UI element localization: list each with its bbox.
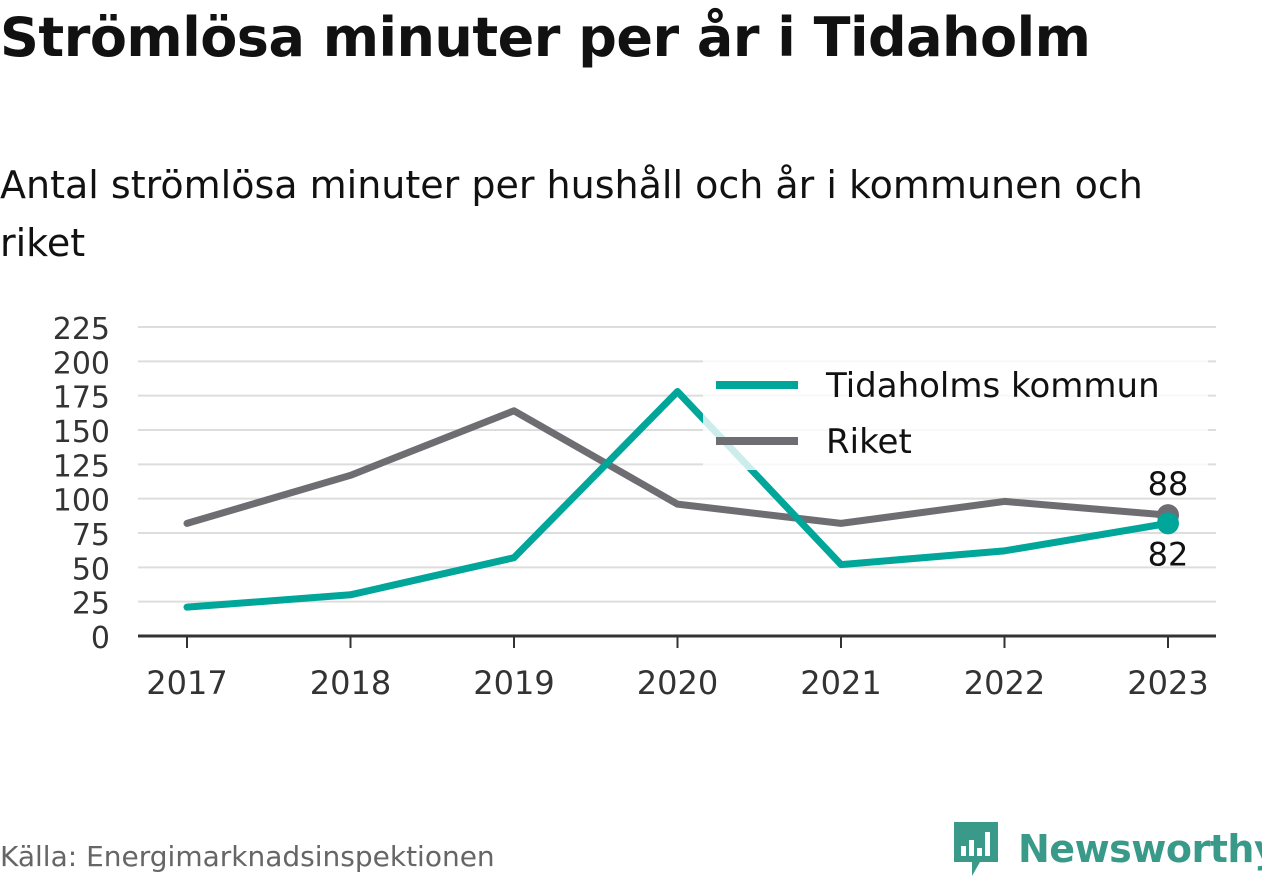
x-tick-label: 2023 (1127, 664, 1208, 702)
series-line-tidaholm (183, 388, 1172, 611)
chart-subtitle: Antal strömlösa minuter per hushåll och … (0, 163, 1143, 265)
x-tick-label: 2017 (146, 664, 227, 702)
legend: Tidaholms kommun Riket (703, 358, 1208, 470)
y-tick-label: 200 (53, 346, 110, 381)
x-axis-ticks: 2017 2018 2019 2020 2021 2022 2023 (146, 636, 1209, 702)
end-label-tidaholm: 82 (1148, 535, 1189, 573)
series-lines (183, 388, 1179, 611)
y-tick-label: 225 (53, 312, 110, 347)
legend-label: Riket (826, 422, 912, 462)
brand: Newsworthy (950, 818, 1262, 880)
grid (138, 326, 1216, 638)
x-tick-label: 2020 (637, 664, 718, 702)
end-labels: 88 82 (1148, 465, 1189, 573)
x-tick-label: 2018 (310, 664, 391, 702)
newsworthy-logo-icon (954, 822, 998, 876)
brand-name: Newsworthy (1018, 827, 1262, 871)
y-tick-label: 50 (72, 552, 110, 587)
x-tick-label: 2021 (800, 664, 881, 702)
end-point-tidaholm (1157, 512, 1179, 535)
y-tick-label: 0 (91, 621, 110, 656)
series-line-riket (183, 407, 1172, 527)
y-tick-label: 125 (53, 449, 110, 484)
y-tick-label: 150 (53, 415, 110, 450)
legend-box (703, 358, 1208, 470)
chart-title: Strömlösa minuter per år i Tidaholm (0, 6, 1091, 69)
source-note: Källa: Energimarknadsinspektionen (0, 840, 495, 873)
x-tick-label: 2022 (964, 664, 1045, 702)
y-tick-label: 100 (53, 484, 110, 519)
y-tick-label: 75 (72, 518, 110, 553)
x-tick-label: 2019 (473, 664, 554, 702)
end-label-riket: 88 (1148, 465, 1189, 503)
y-tick-label: 175 (53, 381, 110, 416)
legend-label: Tidaholms kommun (825, 366, 1160, 406)
y-tick-label: 25 (72, 587, 110, 622)
